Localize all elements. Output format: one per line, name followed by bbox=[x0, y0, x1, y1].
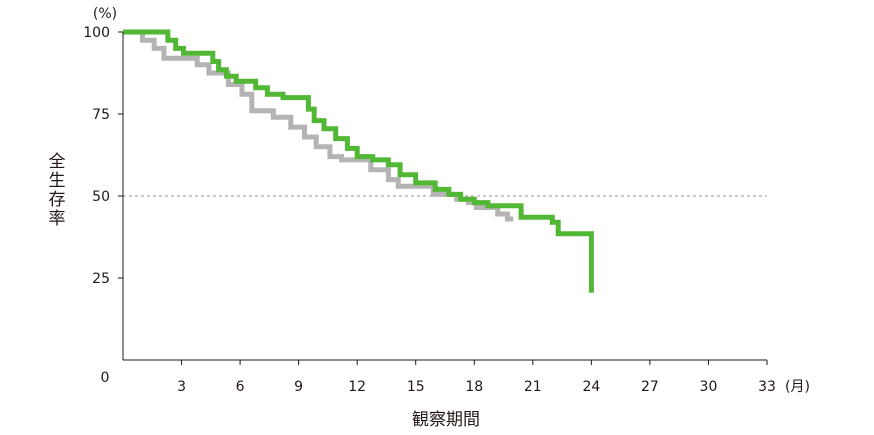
y-tick-label: 50 bbox=[92, 189, 110, 205]
x-tick-label: 33 bbox=[758, 379, 776, 395]
y-tick-label: 75 bbox=[92, 107, 110, 123]
x-tick-label: 24 bbox=[582, 379, 600, 395]
y-tick-label: 25 bbox=[92, 271, 110, 287]
x-tick-label: 12 bbox=[348, 379, 366, 395]
x-tick-label: 30 bbox=[700, 379, 718, 395]
x-tick-label: 27 bbox=[641, 379, 659, 395]
survival-curve-1 bbox=[123, 29, 514, 222]
x-tick-label: 15 bbox=[407, 379, 425, 395]
origin-label: 0 bbox=[101, 370, 110, 386]
x-tick-label: 18 bbox=[465, 379, 483, 395]
x-tick-label: 21 bbox=[524, 379, 542, 395]
y-tick-label: 100 bbox=[83, 25, 110, 41]
x-axis-title: 観察期間 bbox=[412, 410, 480, 430]
y-axis-title: 全生存率 bbox=[49, 152, 66, 229]
x-axis-unit: (月) bbox=[785, 379, 810, 395]
x-tick-label: 9 bbox=[294, 379, 303, 395]
x-tick-label: 6 bbox=[236, 379, 245, 395]
x-tick-label: 3 bbox=[177, 379, 186, 395]
survival-curve-2 bbox=[123, 29, 594, 293]
y-axis-unit: (%) bbox=[93, 6, 117, 22]
